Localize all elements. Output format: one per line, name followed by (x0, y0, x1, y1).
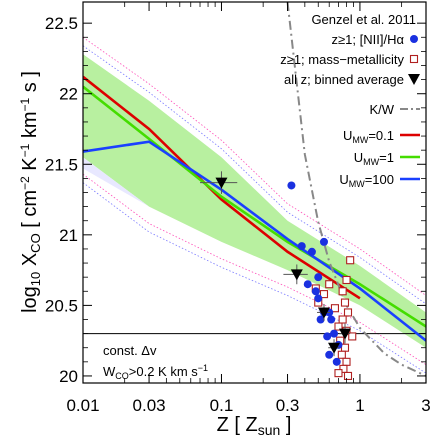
series-lines (83, 2, 426, 377)
mass-metallicity-point (330, 304, 339, 313)
legend-label-1: z≥1; [NII]/Hα (332, 32, 405, 47)
legend-label-7: UMW=100 (339, 172, 394, 189)
y-tick-label: 22.5 (45, 14, 78, 33)
mass-metallicity-point (342, 275, 351, 285)
legend: Genzel et al. 2011 z≥1; [NII]/Hα z≥1; mas… (280, 12, 420, 189)
model-band (83, 54, 426, 348)
mass-metallicity-point (338, 315, 347, 324)
mass-metallicity-point (340, 298, 350, 307)
legend-label-3: all z; binned average (284, 72, 404, 87)
nii-point (311, 287, 320, 296)
nii-point (307, 247, 316, 256)
y-tick-label: 20.5 (45, 296, 78, 315)
x-tick-label: 0.01 (66, 396, 99, 415)
binned-point (328, 342, 341, 354)
x-tick-label: 0.3 (276, 396, 300, 415)
nii-point (297, 242, 306, 251)
mass-metallicity-point (334, 369, 343, 378)
band-envelope-1 (83, 36, 426, 296)
mass-metallicity-point (340, 343, 350, 352)
x-tick-label: 0.03 (133, 396, 166, 415)
mass-metallicity-point (346, 256, 355, 265)
legend-label-2: z≥1; mass−metallicity (280, 52, 404, 67)
plot-area (83, 2, 426, 380)
y-tick-label: 21.5 (45, 155, 78, 174)
x-axis-title: Z [ Zsun ] (217, 414, 292, 438)
mass-metallicity-point (337, 350, 346, 359)
y-axis-title: log10 XCO [ cm−2 K−1 km−1 s ] (18, 71, 43, 313)
nii-point (323, 332, 332, 341)
mass-metallicity-point (334, 322, 343, 331)
nii-point (327, 315, 336, 324)
legend-label-4: K/W (369, 102, 394, 117)
annotation-line-1: const. Δv (103, 343, 157, 358)
nii-point (287, 181, 296, 190)
nii-point (303, 280, 312, 289)
nii-point (325, 350, 334, 359)
legend-marker-2 (409, 54, 419, 64)
binned-point (338, 328, 351, 340)
nii-point (314, 273, 323, 282)
nii-point (319, 237, 328, 246)
mass-metallicity-point (325, 280, 334, 289)
annotation: const. Δv WCO>0.2 K km s−1 (103, 343, 208, 381)
legend-marker-3 (408, 74, 420, 85)
binned-point (215, 177, 228, 189)
data-points (200, 171, 357, 380)
mass-metallicity-point (343, 371, 353, 380)
y-tick-label: 22 (59, 85, 78, 104)
mass-metallicity-point (348, 332, 357, 341)
mass-metallicity-point (342, 357, 351, 366)
annotation-line-2: WCO>0.2 K km s−1 (103, 363, 208, 381)
mass-metallicity-point (338, 287, 347, 296)
band-envelope-3 (83, 45, 426, 305)
series-line-1 (83, 75, 361, 300)
mass-metallicity-point (319, 290, 329, 299)
binned-point (290, 269, 303, 281)
series-line-2 (83, 85, 426, 328)
legend-label-5: UMW=0.1 (343, 128, 394, 145)
mass-metallicity-point (339, 364, 348, 373)
nii-point (332, 357, 341, 366)
legend-marker-1 (410, 35, 418, 43)
uncertainty-band (83, 36, 426, 374)
x-tick-label: 0.1 (210, 396, 234, 415)
nii-point (314, 294, 323, 303)
series-line-3 (83, 140, 426, 342)
legend-label-6: UMW=1 (354, 150, 394, 167)
axis-ticks: 0.01 0.03 0.1 0.3 1 3 20 20.5 21 21.5 22 22.5 (45, 2, 431, 415)
mass-metallicity-point (343, 308, 353, 317)
nii-point (316, 315, 325, 324)
x-tick-label: 3 (421, 396, 430, 415)
nii-point (330, 329, 339, 338)
y-tick-label: 21 (59, 226, 78, 245)
binned-point (317, 307, 330, 319)
y-tick-label: 20 (59, 367, 78, 386)
legend-header: Genzel et al. 2011 (311, 12, 416, 27)
x-tick-label: 1 (355, 396, 364, 415)
